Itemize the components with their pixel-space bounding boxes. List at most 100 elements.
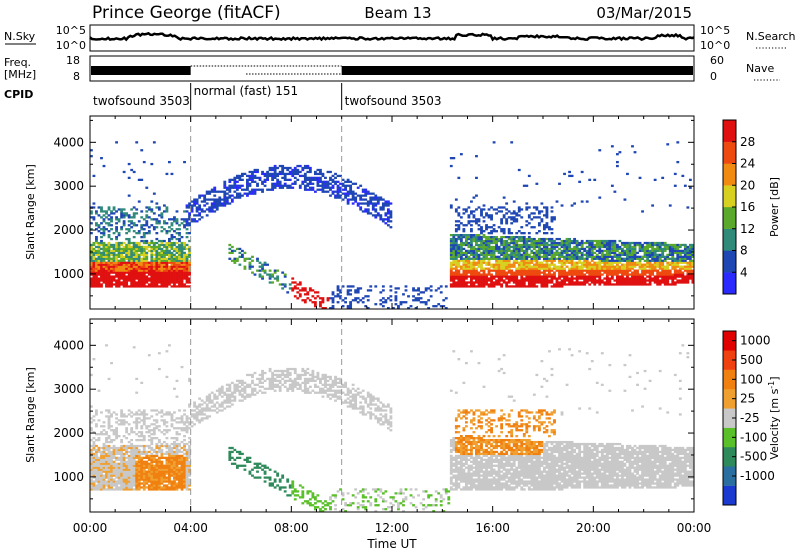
power-cell [527,273,531,276]
power-cell [653,249,657,253]
power-cell [145,220,149,223]
velocity-cell [125,464,129,467]
power-cell [273,172,277,176]
power-cell [248,257,252,260]
power-cell [686,267,690,270]
power-cell [248,174,252,178]
power-cell [180,243,184,247]
power-cell [626,271,629,274]
velocity-cell [97,419,101,422]
velocity-cell [120,484,124,487]
velocity-cell [120,460,124,463]
power-cell [540,220,544,223]
velocity-cell [140,478,144,481]
velocity-cell [140,435,144,438]
power-cell [241,172,244,176]
power-cell [520,232,524,235]
power-cell [495,283,498,286]
power-cell [95,277,98,280]
power-cell [578,267,582,270]
power-cell [110,263,113,266]
power-cell [185,279,189,282]
freq-bar-segment [91,66,191,75]
power-cell [480,239,483,243]
power-cell [386,208,390,211]
power-cell [97,267,101,270]
power-cell [306,188,310,191]
power-cell [170,257,174,260]
power-cell [598,245,602,249]
power-cell [600,249,604,253]
power-cell [475,273,478,276]
power-cell [525,257,529,260]
power-cell [643,253,647,256]
power-cell [457,261,461,264]
power-cell [110,261,113,264]
velocity-cell [127,486,131,489]
velocity-cell [135,377,139,381]
power-cell [183,160,186,164]
power-cell [112,261,116,264]
power-cell [105,249,108,253]
power-cell [633,249,637,253]
power-cell [615,153,619,156]
power-cell [507,271,511,274]
power-cell [273,168,277,172]
power-cell [178,271,181,274]
velocity-cell [142,409,146,412]
velocity-cell [127,482,131,485]
power-cell [261,170,264,174]
power-cell [495,239,498,243]
power-cell [583,273,587,276]
velocity-cell [142,476,146,479]
power-cell [140,267,144,270]
power-cell [517,283,521,286]
power-cell [467,267,471,270]
power-cell [213,210,217,213]
velocity-cell [122,462,126,465]
power-cell [527,235,531,239]
power-cell [90,232,93,235]
power-cell [585,257,589,260]
power-cell [482,257,486,260]
velocity-cell [130,466,134,469]
velocity-cell [110,429,113,432]
power-cell [210,202,214,205]
power-cell [610,245,614,249]
power-cell [137,178,141,181]
power-cell [223,202,227,205]
power-cell [165,273,169,276]
power-cell [459,233,463,237]
power-cell [316,172,320,176]
power-cell [449,239,453,243]
power-cell [296,178,300,181]
power-cell [107,224,111,227]
power-cell [452,277,456,280]
power-cell [397,307,400,309]
power-cell [668,243,672,247]
velocity-cell [125,415,129,418]
power-cell [626,279,629,282]
power-cell [691,261,694,264]
velocity-cell [92,444,96,448]
power-cell [570,259,574,262]
power-cell [142,232,146,235]
power-cell [105,271,108,274]
power-cell [162,267,166,270]
power-cell [550,261,554,264]
power-cell [160,271,164,274]
power-cell [175,271,179,274]
power-cell [238,178,242,181]
power-cell [233,190,237,193]
power-cell [560,251,564,255]
power-cell [565,239,569,243]
power-cell [434,289,438,292]
power-cell [364,188,368,191]
power-cell [175,281,179,284]
power-cell [175,222,179,225]
power-cell [593,263,597,266]
power-cell [535,279,539,282]
power-cell [598,267,602,270]
velocity-cell [140,438,144,442]
